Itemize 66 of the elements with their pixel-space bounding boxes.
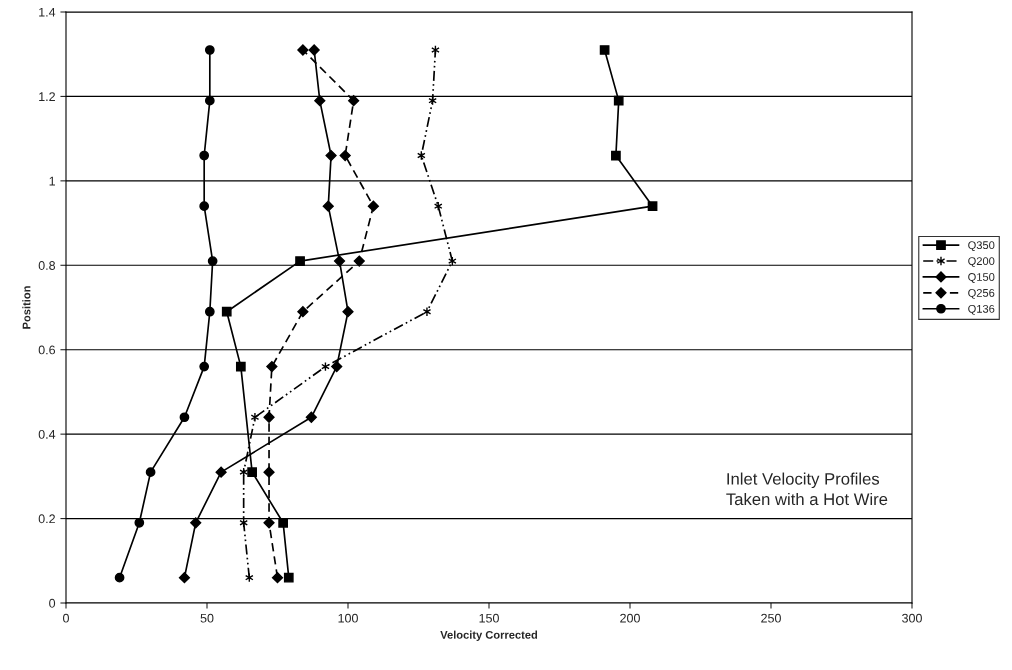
point [353, 255, 365, 267]
legend-label: Q350 [968, 241, 995, 252]
legend-label: Q200 [968, 257, 995, 268]
point [179, 412, 190, 423]
point [613, 95, 624, 106]
x-tick-label: 250 [761, 613, 781, 623]
point [422, 306, 432, 317]
point [283, 572, 294, 583]
y-tick-label: 0.2 [38, 514, 55, 524]
point [215, 466, 227, 478]
point [348, 95, 360, 107]
y-tick-label: 1.2 [39, 92, 55, 101]
y-tick-label: 0 [49, 598, 56, 608]
point [331, 360, 343, 373]
y-tick-label: 0.4 [38, 429, 56, 439]
point [611, 150, 621, 161]
point [199, 361, 210, 372]
point [342, 306, 354, 318]
x-tick-label: 100 [338, 613, 358, 623]
legend-label: Q136 [968, 304, 995, 315]
point [250, 412, 260, 423]
legend-label: Q150 [968, 273, 995, 283]
point [297, 44, 309, 56]
point [199, 201, 210, 212]
point [295, 256, 305, 266]
point [207, 256, 218, 266]
point [333, 255, 346, 267]
x-tick-label: 0 [63, 613, 69, 623]
point [308, 44, 320, 56]
y-tick-label: 0.6 [38, 345, 56, 355]
point [263, 411, 275, 423]
point [145, 467, 156, 477]
point [178, 572, 191, 584]
point [339, 149, 351, 162]
point [322, 200, 334, 212]
x-tick-label: 50 [200, 613, 214, 623]
point [297, 306, 309, 318]
point [599, 45, 610, 55]
point [190, 517, 202, 529]
point [235, 361, 246, 372]
point [305, 411, 317, 423]
point [271, 572, 284, 584]
point [204, 306, 215, 317]
point [314, 95, 326, 107]
point [221, 306, 232, 317]
point [263, 466, 275, 478]
y-tick-label: 1.4 [39, 7, 56, 17]
point [266, 360, 278, 373]
y-tick-label: 1 [49, 176, 55, 186]
y-tick-label: 0.8 [38, 261, 56, 270]
point [647, 201, 658, 212]
point [367, 200, 379, 212]
legend-label: Q256 [968, 288, 995, 299]
x-axis-title: Velocity Corrected [440, 630, 538, 641]
point [325, 149, 337, 162]
point [204, 45, 215, 55]
point [199, 150, 210, 161]
annotation: Inlet Velocity Profiles Taken with a Hot Wire [726, 472, 888, 506]
x-tick-label: 200 [620, 613, 640, 623]
point [114, 572, 125, 583]
point [247, 467, 257, 477]
point [263, 517, 275, 529]
y-axis-title: Position [22, 286, 31, 329]
x-tick-label: 300 [902, 613, 922, 623]
x-tick-label: 150 [479, 613, 499, 623]
point [204, 95, 215, 106]
